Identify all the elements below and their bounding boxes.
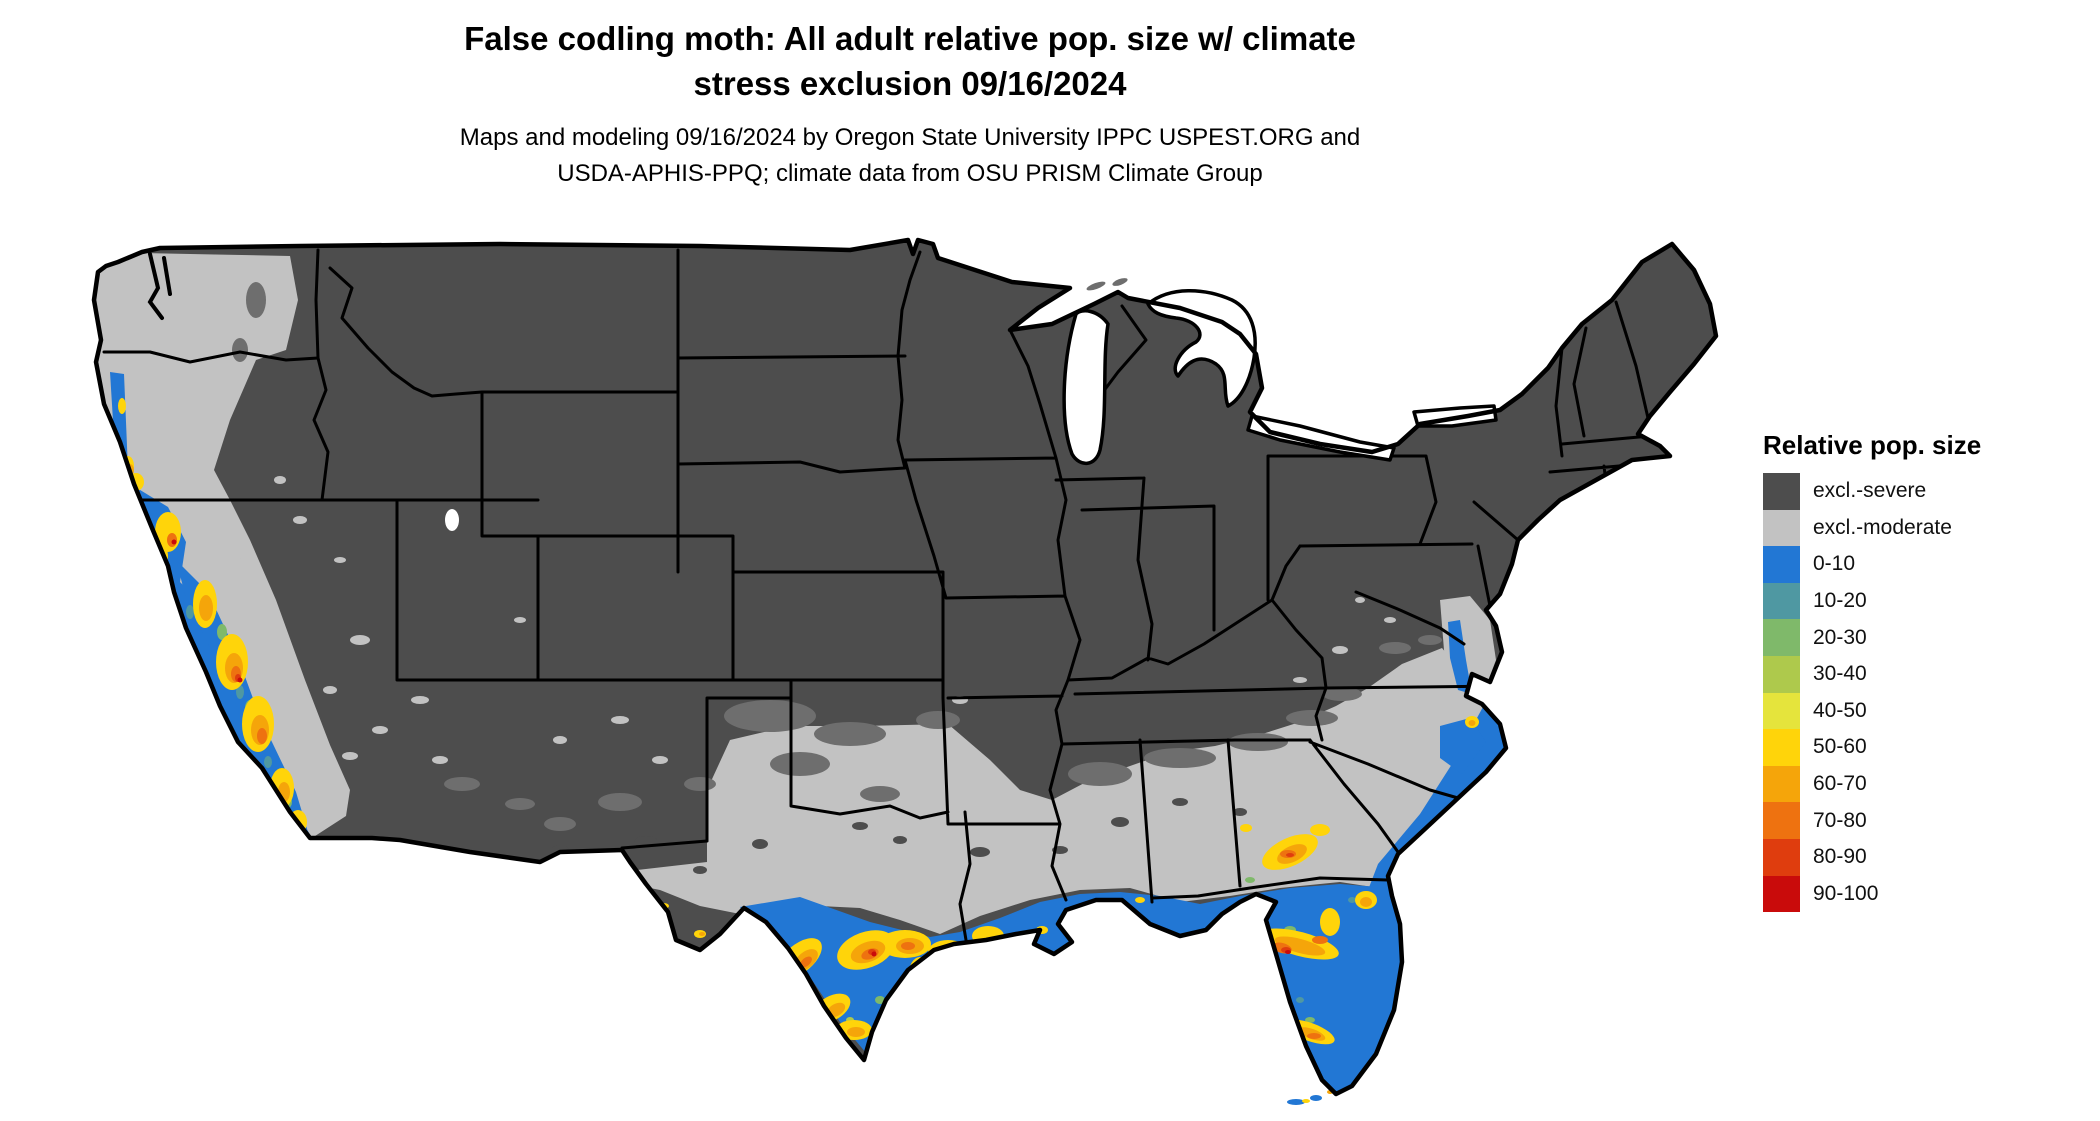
legend-color-swatch [1763,655,1800,693]
legend-color-swatch [1763,875,1800,913]
legend-item: 80-90 [1763,838,1981,876]
legend-label: 50-60 [1813,735,1867,759]
legend-rows: excl.-severe excl.-moderate 0-10 10-20 20-30… [1763,473,1981,913]
moderate-exclusion-regions [94,252,1512,934]
superior-islands [1086,278,1128,291]
pop-red-dots [171,539,1291,957]
lake-huron [1146,289,1257,408]
legend-item: 90-100 [1763,875,1981,913]
legend: Relative pop. size excl.-severe excl.-mod… [1763,430,1982,913]
legend-label: 80-90 [1813,845,1867,869]
legend-item: 10-20 [1763,582,1981,620]
legend-color-swatch [1763,546,1800,583]
legend-color-swatch [1763,838,1800,876]
legend-label: 40-50 [1813,698,1867,722]
page-title: False codling moth: All adult relative p… [0,16,1820,106]
title-line-1: False codling moth: All adult relative p… [464,20,1356,57]
header: False codling moth: All adult relative p… [0,16,1820,192]
legend-color-swatch [1763,619,1800,656]
legend-label: 90-100 [1813,881,1879,905]
legend-item: 50-60 [1763,729,1981,766]
legend-color-swatch [1763,765,1800,803]
legend-label: 60-70 [1813,772,1867,796]
state-borders [94,248,1652,942]
legend-color-swatch [1763,802,1800,839]
legend-label: 70-80 [1813,808,1867,832]
legend-item: excl.-severe [1763,473,1981,510]
title-line-2: stress exclusion 09/16/2024 [693,65,1127,102]
legend-color-swatch [1763,729,1800,766]
pop-redorange-dots [235,674,1294,955]
legend-label: excl.-severe [1813,479,1927,503]
legend-item: 30-40 [1763,655,1981,693]
legend-color-swatch [1763,692,1800,730]
page-subtitle: Maps and modeling 09/16/2024 by Oregon S… [0,120,1820,192]
legend-label: 30-40 [1813,662,1867,686]
legend-color-swatch [1763,473,1800,510]
national-outline [91,237,1719,1097]
legend-label: 0-10 [1813,552,1856,576]
legend-item: 20-30 [1763,619,1981,656]
legend-item: excl.-moderate [1763,509,1981,547]
legend-title: Relative pop. size [1763,430,1982,460]
legend-item: 40-50 [1763,692,1981,730]
subtitle-line-2: USDA-APHIS-PPQ; climate data from OSU PR… [557,160,1263,187]
legend-item: 70-80 [1763,802,1981,839]
transition-gray-blobs [232,282,1442,831]
legend-label: 20-30 [1813,625,1867,649]
legend-color-swatch [1763,582,1800,620]
legend-item: 0-10 [1763,546,1981,583]
legend-item: 60-70 [1763,765,1981,803]
subtitle-line-1: Maps and modeling 09/16/2024 by Oregon S… [459,124,1361,151]
legend-label: 10-20 [1813,589,1867,613]
lake-michigan [1062,309,1110,465]
legend-color-swatch [1763,509,1800,547]
puget-sound-inlets [147,252,172,320]
legend-label: excl.-moderate [1813,515,1952,539]
great-salt-lake [445,509,459,531]
